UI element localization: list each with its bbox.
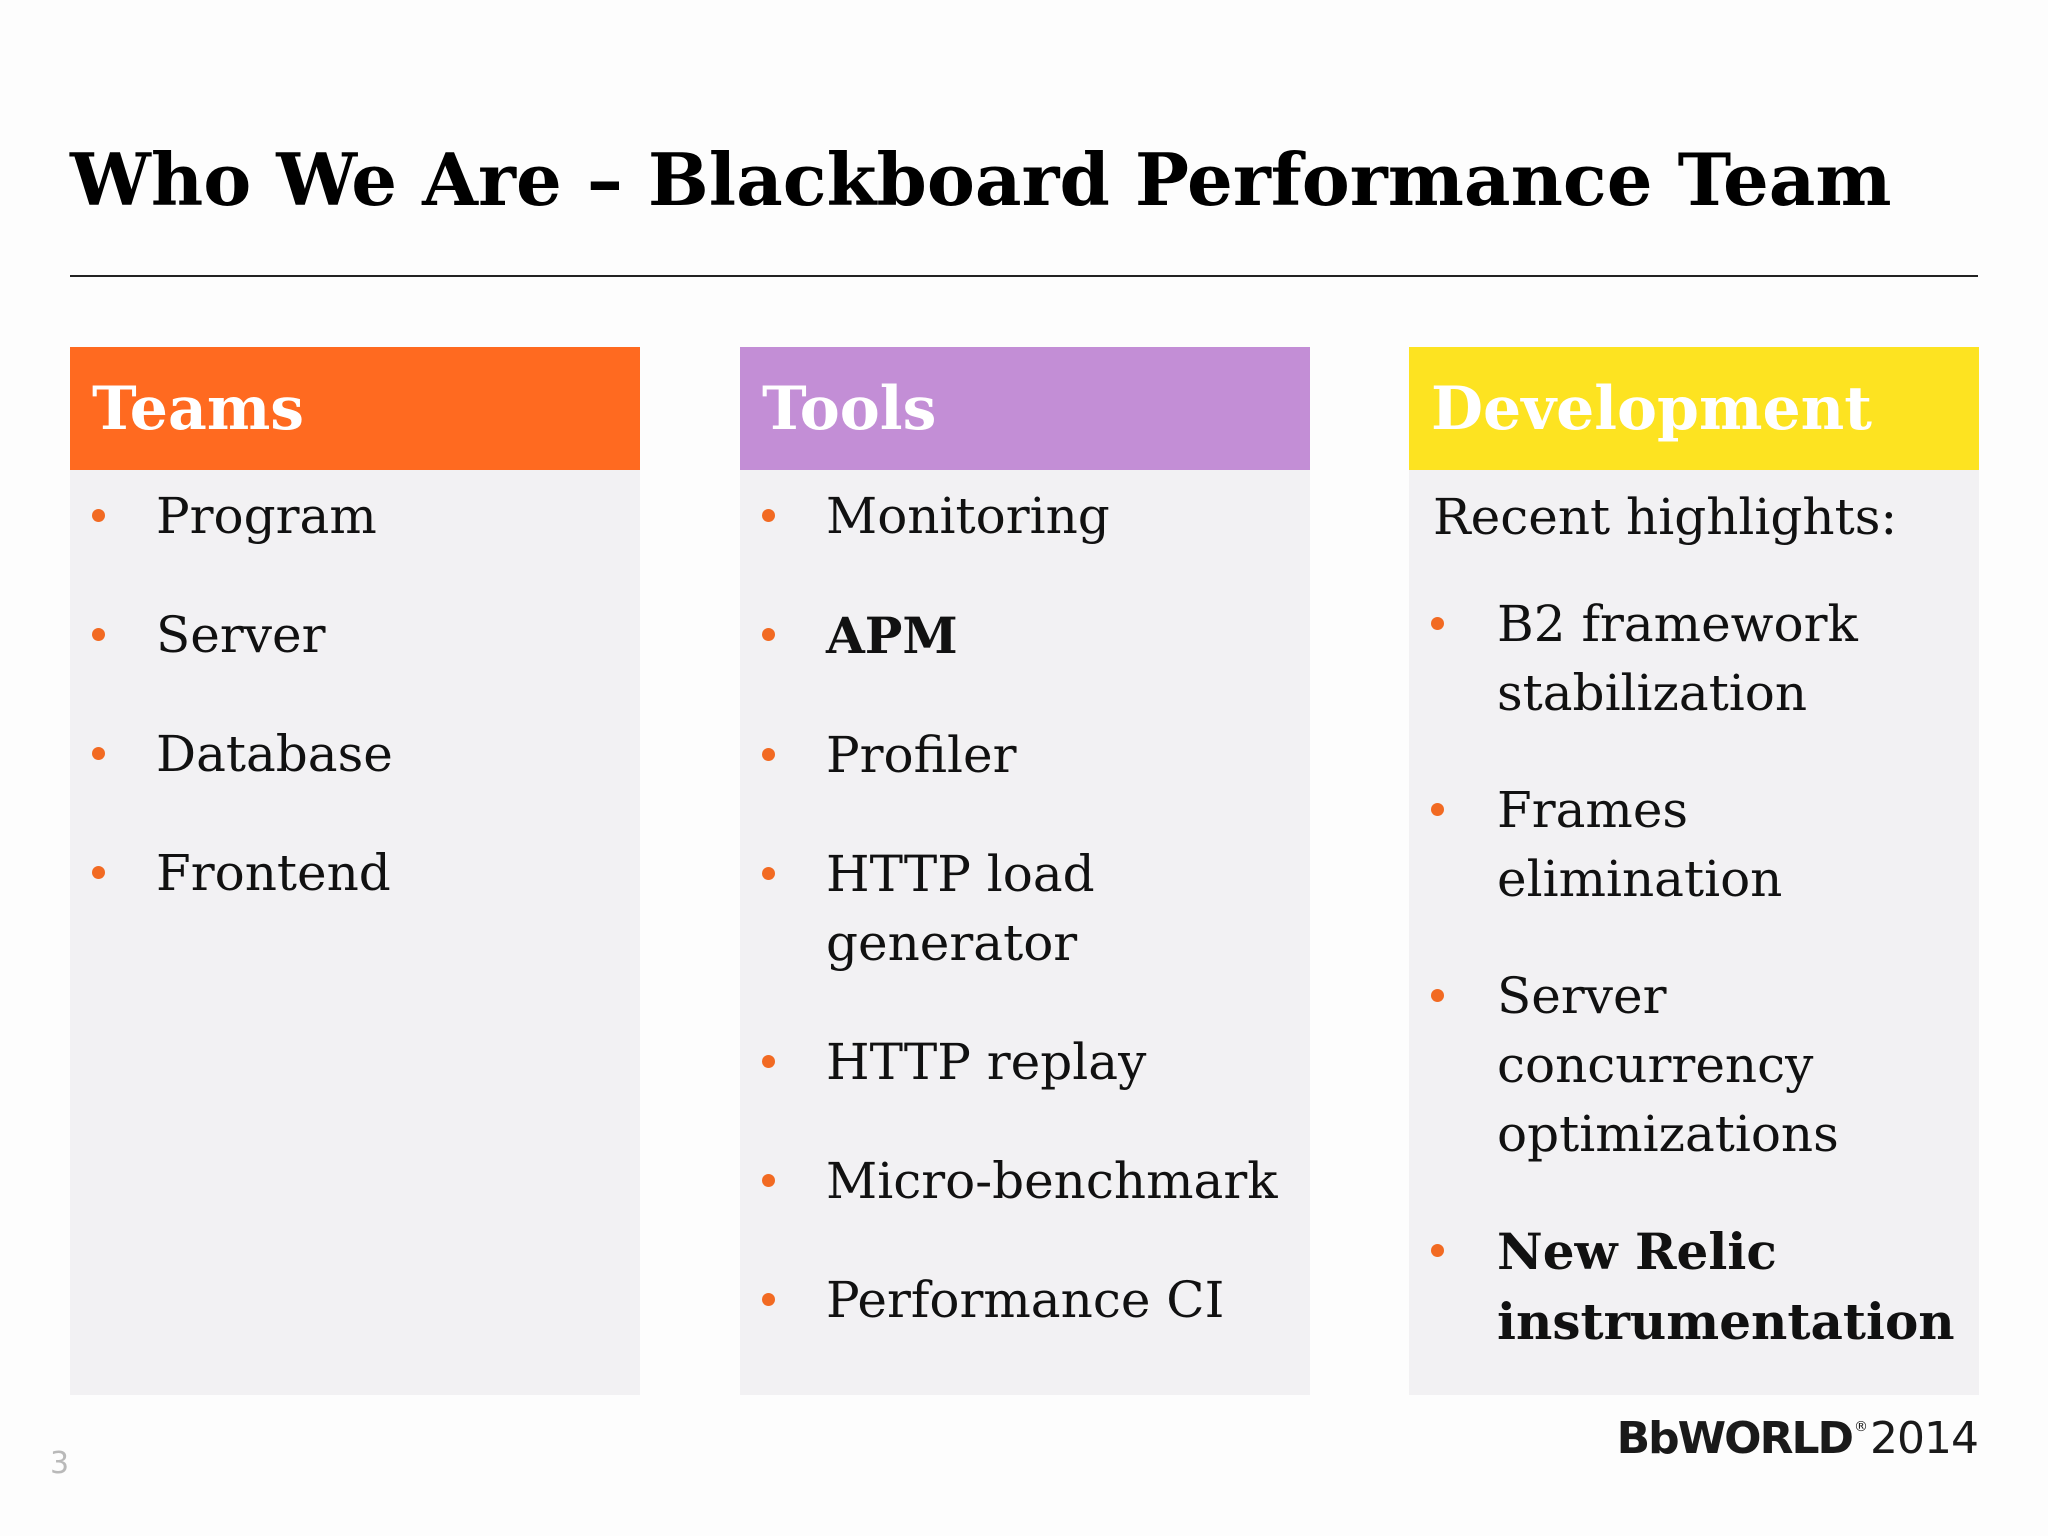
list-item: Frames elimination <box>1409 776 1979 914</box>
list-item-label: B2 framework stabilization <box>1497 595 1858 722</box>
list-item-label: Frontend <box>156 844 391 902</box>
list-item-label: HTTP load generator <box>826 845 1095 972</box>
bullet-icon <box>762 1174 775 1187</box>
bullet-icon <box>1431 1244 1444 1257</box>
list-item-label: APM <box>826 606 958 665</box>
list-item-label: Program <box>156 487 377 545</box>
page-number: 3 <box>50 1446 70 1481</box>
bullet-icon <box>92 866 105 879</box>
development-panel: Development Recent highlights: B2 framew… <box>1409 347 1979 1395</box>
list-item: Profiler <box>740 721 1310 790</box>
slide-title: Who We Are – Blackboard Performance Team <box>70 137 1892 222</box>
tools-list: Monitoring APM Profiler HTTP load genera… <box>740 482 1310 1335</box>
teams-list: Program Server Database Frontend <box>70 482 640 908</box>
bullet-icon <box>92 628 105 641</box>
bullet-icon <box>92 509 105 522</box>
list-item: Micro-benchmark <box>740 1147 1310 1216</box>
list-item: Monitoring <box>740 482 1310 551</box>
logo-year: 2014 <box>1870 1413 1979 1464</box>
list-item-label: Server concurrency optimizations <box>1497 967 1839 1163</box>
development-list: B2 framework stabilization Frames elimin… <box>1409 590 1979 1357</box>
bullet-icon <box>762 628 775 641</box>
list-item: B2 framework stabilization <box>1409 590 1979 728</box>
tools-header: Tools <box>740 347 1310 470</box>
list-item-label: Database <box>156 725 393 783</box>
list-item-label: HTTP replay <box>826 1033 1147 1091</box>
tools-panel: Tools Monitoring APM Profiler HTTP load … <box>740 347 1310 1395</box>
teams-panel: Teams Program Server Database Frontend <box>70 347 640 1395</box>
development-intro: Recent highlights: <box>1433 488 1898 546</box>
bullet-icon <box>762 748 775 761</box>
bullet-icon <box>92 747 105 760</box>
list-item: Database <box>70 720 640 789</box>
list-item: New Relic instrumentation <box>1409 1217 1979 1357</box>
bullet-icon <box>1431 803 1444 816</box>
list-item: Frontend <box>70 839 640 908</box>
list-item-label: Micro-benchmark <box>826 1152 1278 1210</box>
logo-brand: BbWORLD <box>1616 1413 1854 1464</box>
list-item: APM <box>740 601 1310 671</box>
list-item: Server <box>70 601 640 670</box>
bullet-icon <box>1431 617 1444 630</box>
list-item-label: Server <box>156 606 326 664</box>
bullet-icon <box>1431 989 1444 1002</box>
list-item-label: New Relic instrumentation <box>1497 1222 1955 1351</box>
bullet-icon <box>762 509 775 522</box>
list-item: Performance CI <box>740 1266 1310 1335</box>
bbworld-logo: BbWORLD ® 2014 <box>1616 1413 1979 1464</box>
bullet-icon <box>762 1293 775 1306</box>
list-item: HTTP replay <box>740 1028 1310 1097</box>
list-item: Program <box>70 482 640 551</box>
bullet-icon <box>762 1055 775 1068</box>
list-item-label: Monitoring <box>826 487 1110 545</box>
teams-header: Teams <box>70 347 640 470</box>
list-item: Server concurrency optimizations <box>1409 962 1979 1169</box>
title-divider <box>70 275 1978 277</box>
list-item: HTTP load generator <box>740 840 1310 978</box>
list-item-label: Performance CI <box>826 1271 1225 1329</box>
registered-mark: ® <box>1854 1419 1869 1435</box>
development-header: Development <box>1409 347 1979 470</box>
list-item-label: Frames elimination <box>1497 781 1783 908</box>
bullet-icon <box>762 867 775 880</box>
list-item-label: Profiler <box>826 726 1017 784</box>
